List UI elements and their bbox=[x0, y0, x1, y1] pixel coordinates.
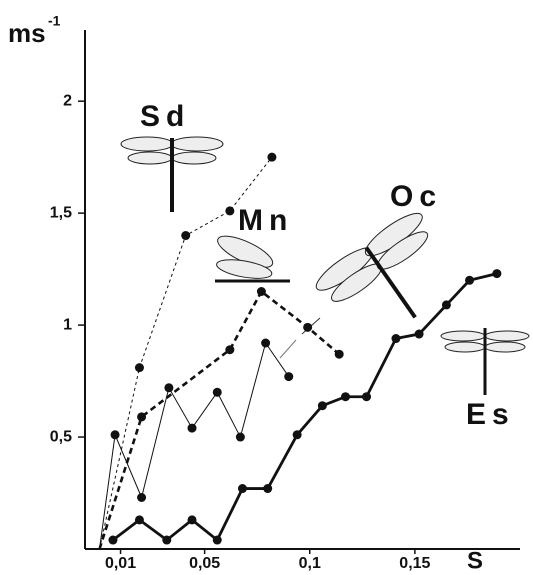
x-tick-label: 0,15 bbox=[399, 555, 430, 572]
data-point bbox=[137, 493, 146, 502]
series-label: Mn bbox=[238, 204, 293, 237]
y-tick-label: 0,5 bbox=[50, 428, 72, 445]
y-tick-label: 1 bbox=[63, 316, 72, 333]
series-label: Oc bbox=[390, 180, 442, 213]
data-point bbox=[135, 515, 144, 524]
data-point bbox=[236, 433, 245, 442]
data-point bbox=[465, 276, 474, 285]
data-point bbox=[135, 363, 144, 372]
data-point bbox=[284, 372, 293, 381]
series-label: Sd bbox=[140, 100, 190, 133]
data-point bbox=[238, 484, 247, 493]
data-point bbox=[267, 153, 276, 162]
data-point bbox=[213, 536, 222, 545]
data-point bbox=[213, 388, 222, 397]
data-point bbox=[335, 350, 344, 359]
data-point bbox=[293, 430, 302, 439]
series-line bbox=[113, 274, 497, 540]
data-point bbox=[263, 484, 272, 493]
data-point bbox=[181, 231, 190, 240]
series-line bbox=[100, 292, 340, 550]
data-point bbox=[442, 300, 451, 309]
data-point bbox=[188, 424, 197, 433]
data-point bbox=[257, 287, 266, 296]
data-point bbox=[318, 401, 327, 410]
x-axis-label: S bbox=[467, 547, 483, 574]
data-point bbox=[137, 412, 146, 421]
data-point bbox=[225, 206, 234, 215]
data-point bbox=[492, 269, 501, 278]
data-point bbox=[341, 392, 350, 401]
chart: ms -1 S 0,01 0,05 0,1 0,15 0,5 1 1,5 2 Sd Mn Oc Es bbox=[0, 0, 533, 575]
data-point bbox=[164, 383, 173, 392]
dragonfly-icons bbox=[121, 137, 529, 395]
series-label: Es bbox=[466, 398, 515, 431]
data-point bbox=[111, 430, 120, 439]
data-point bbox=[225, 345, 234, 354]
data-point bbox=[391, 334, 400, 343]
x-tick-label: 0,1 bbox=[299, 555, 321, 572]
data-point bbox=[362, 392, 371, 401]
x-tick-label: 0,05 bbox=[189, 555, 220, 572]
y-tick-label: 2 bbox=[63, 92, 72, 109]
x-tick-label: 0,01 bbox=[105, 555, 136, 572]
y-axis-label: ms bbox=[8, 18, 46, 48]
data-point bbox=[108, 536, 117, 545]
data-point bbox=[303, 323, 312, 332]
y-tick-label: 1,5 bbox=[50, 204, 72, 221]
data-point bbox=[162, 536, 171, 545]
data-point bbox=[188, 515, 197, 524]
y-axis-exponent: -1 bbox=[48, 13, 61, 29]
data-point bbox=[261, 339, 270, 348]
data-point bbox=[415, 330, 424, 339]
